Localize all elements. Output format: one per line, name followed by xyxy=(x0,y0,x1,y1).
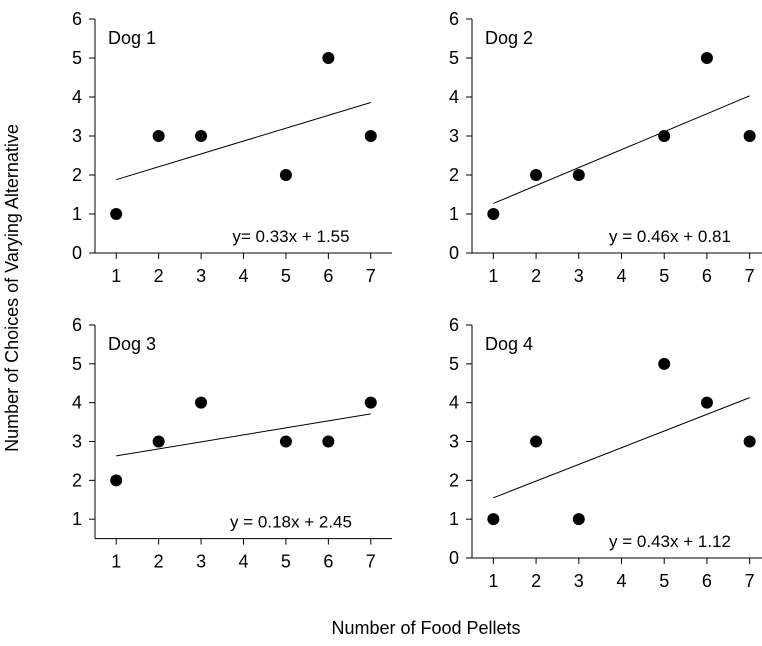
x-tick-label: 1 xyxy=(488,266,498,286)
data-point xyxy=(530,169,543,181)
x-tick-label: 4 xyxy=(616,266,626,286)
y-tick-label: 1 xyxy=(449,509,459,529)
y-tick-label: 3 xyxy=(72,432,82,452)
y-tick-label: 4 xyxy=(72,87,82,107)
data-point xyxy=(700,52,713,64)
data-point xyxy=(572,513,585,526)
y-tick-label: 5 xyxy=(72,354,82,374)
data-point xyxy=(487,208,500,220)
y-tick-label: 1 xyxy=(449,204,459,224)
x-tick-label: 5 xyxy=(281,266,291,286)
x-tick-label: 5 xyxy=(281,552,291,572)
y-tick-label: 4 xyxy=(449,87,459,107)
y-tick-label: 4 xyxy=(72,393,82,413)
data-point xyxy=(110,474,123,487)
y-tick-label: 3 xyxy=(72,126,82,146)
y-tick-label: 6 xyxy=(449,315,459,335)
panel-title: Dog 3 xyxy=(108,334,156,354)
trend-line xyxy=(116,413,371,457)
y-tick-label: 6 xyxy=(72,9,82,29)
y-tick-label: 1 xyxy=(72,204,82,224)
x-tick-label: 7 xyxy=(745,571,755,591)
x-tick-label: 2 xyxy=(154,266,164,286)
x-tick-label: 6 xyxy=(323,266,333,286)
regression-equation: y= 0.33x + 1.55 xyxy=(232,227,349,246)
x-tick-label: 4 xyxy=(616,571,626,591)
y-tick-label: 3 xyxy=(449,126,459,146)
y-tick-label: 4 xyxy=(449,393,459,413)
x-tick-label: 1 xyxy=(488,571,498,591)
y-tick-label: 2 xyxy=(72,165,82,185)
x-tick-label: 4 xyxy=(238,552,248,572)
y-tick-label: 6 xyxy=(449,9,459,29)
x-tick-label: 1 xyxy=(111,552,121,572)
chart-panel-3: 1 2 3 4 5 6 1 2 3 4 5 6 7 Dog 3 y = 0.18x + 2.45 xyxy=(72,315,392,572)
data-point xyxy=(487,513,500,526)
data-point xyxy=(658,357,671,370)
data-point xyxy=(279,435,292,448)
panel-title: Dog 2 xyxy=(485,28,533,48)
panel-title: Dog 1 xyxy=(108,28,156,48)
trend-line xyxy=(116,101,371,181)
data-point xyxy=(152,130,165,142)
data-point xyxy=(279,169,292,181)
x-tick-label: 2 xyxy=(531,266,541,286)
y-tick-label: 1 xyxy=(72,509,82,529)
trend-line xyxy=(493,397,750,499)
regression-equation: y = 0.43x + 1.12 xyxy=(609,532,731,551)
y-tick-label: 2 xyxy=(449,470,459,490)
x-tick-label: 7 xyxy=(366,552,376,572)
data-point xyxy=(195,396,208,409)
x-tick-label: 3 xyxy=(574,266,584,286)
x-tick-label: 6 xyxy=(323,552,333,572)
x-tick-label: 2 xyxy=(154,552,164,572)
data-point xyxy=(743,130,756,142)
data-point xyxy=(530,435,543,448)
data-point xyxy=(572,169,585,181)
y-tick-label: 6 xyxy=(72,315,82,335)
y-tick-label: 0 xyxy=(449,548,459,568)
x-tick-label: 3 xyxy=(196,266,206,286)
data-point xyxy=(322,52,335,64)
y-tick-label: 0 xyxy=(449,243,459,263)
chart-panel-1: 0 1 2 3 4 5 6 1 2 3 4 5 6 7 Dog 1 y= 0.33x + 1.55 xyxy=(72,9,392,286)
x-tick-label: 7 xyxy=(745,266,755,286)
regression-equation: y = 0.18x + 2.45 xyxy=(230,513,352,532)
regression-equation: y = 0.46x + 0.81 xyxy=(609,227,731,246)
panel-title: Dog 4 xyxy=(485,334,533,354)
x-tick-label: 6 xyxy=(702,266,712,286)
y-tick-label: 0 xyxy=(72,243,82,263)
data-point xyxy=(700,396,713,409)
x-axis-title: Number of Food Pellets xyxy=(331,618,520,638)
x-tick-label: 5 xyxy=(659,571,669,591)
x-tick-label: 1 xyxy=(111,266,121,286)
data-point xyxy=(152,435,165,448)
data-point xyxy=(364,130,377,142)
x-tick-label: 5 xyxy=(659,266,669,286)
data-point xyxy=(743,435,756,448)
data-point xyxy=(658,130,671,142)
x-tick-label: 4 xyxy=(238,266,248,286)
trend-line xyxy=(493,95,750,204)
chart-panels: 0 1 2 3 4 5 6 1 2 3 4 5 6 7 Dog 1 y= 0.33x + 1.55 0 1 2 3 4 5… xyxy=(72,9,762,591)
y-tick-label: 2 xyxy=(72,470,82,490)
y-tick-label: 5 xyxy=(449,354,459,374)
y-tick-label: 3 xyxy=(449,432,459,452)
x-tick-label: 3 xyxy=(574,571,584,591)
y-axis-title: Number of Choices of Varying Alternative xyxy=(2,124,22,452)
data-point xyxy=(110,208,123,220)
chart-panel-2: 0 1 2 3 4 5 6 1 2 3 4 5 6 7 Dog 2 y = 0.46x + 0.81 xyxy=(449,9,762,286)
data-point xyxy=(322,435,335,448)
data-point xyxy=(364,396,377,409)
x-tick-label: 6 xyxy=(702,571,712,591)
x-tick-label: 7 xyxy=(366,266,376,286)
x-tick-label: 3 xyxy=(196,552,206,572)
y-tick-label: 5 xyxy=(72,48,82,68)
y-tick-label: 2 xyxy=(449,165,459,185)
x-tick-label: 2 xyxy=(531,571,541,591)
data-point xyxy=(195,130,208,142)
y-tick-label: 5 xyxy=(449,48,459,68)
chart-panel-4: 0 1 2 3 4 5 6 1 2 3 4 5 6 7 Dog 4 y = 0.43x + 1.12 xyxy=(449,315,762,591)
